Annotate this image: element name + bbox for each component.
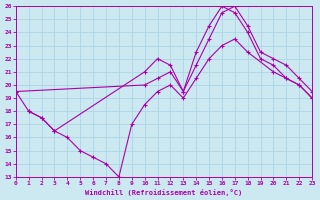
X-axis label: Windchill (Refroidissement éolien,°C): Windchill (Refroidissement éolien,°C) (85, 189, 243, 196)
